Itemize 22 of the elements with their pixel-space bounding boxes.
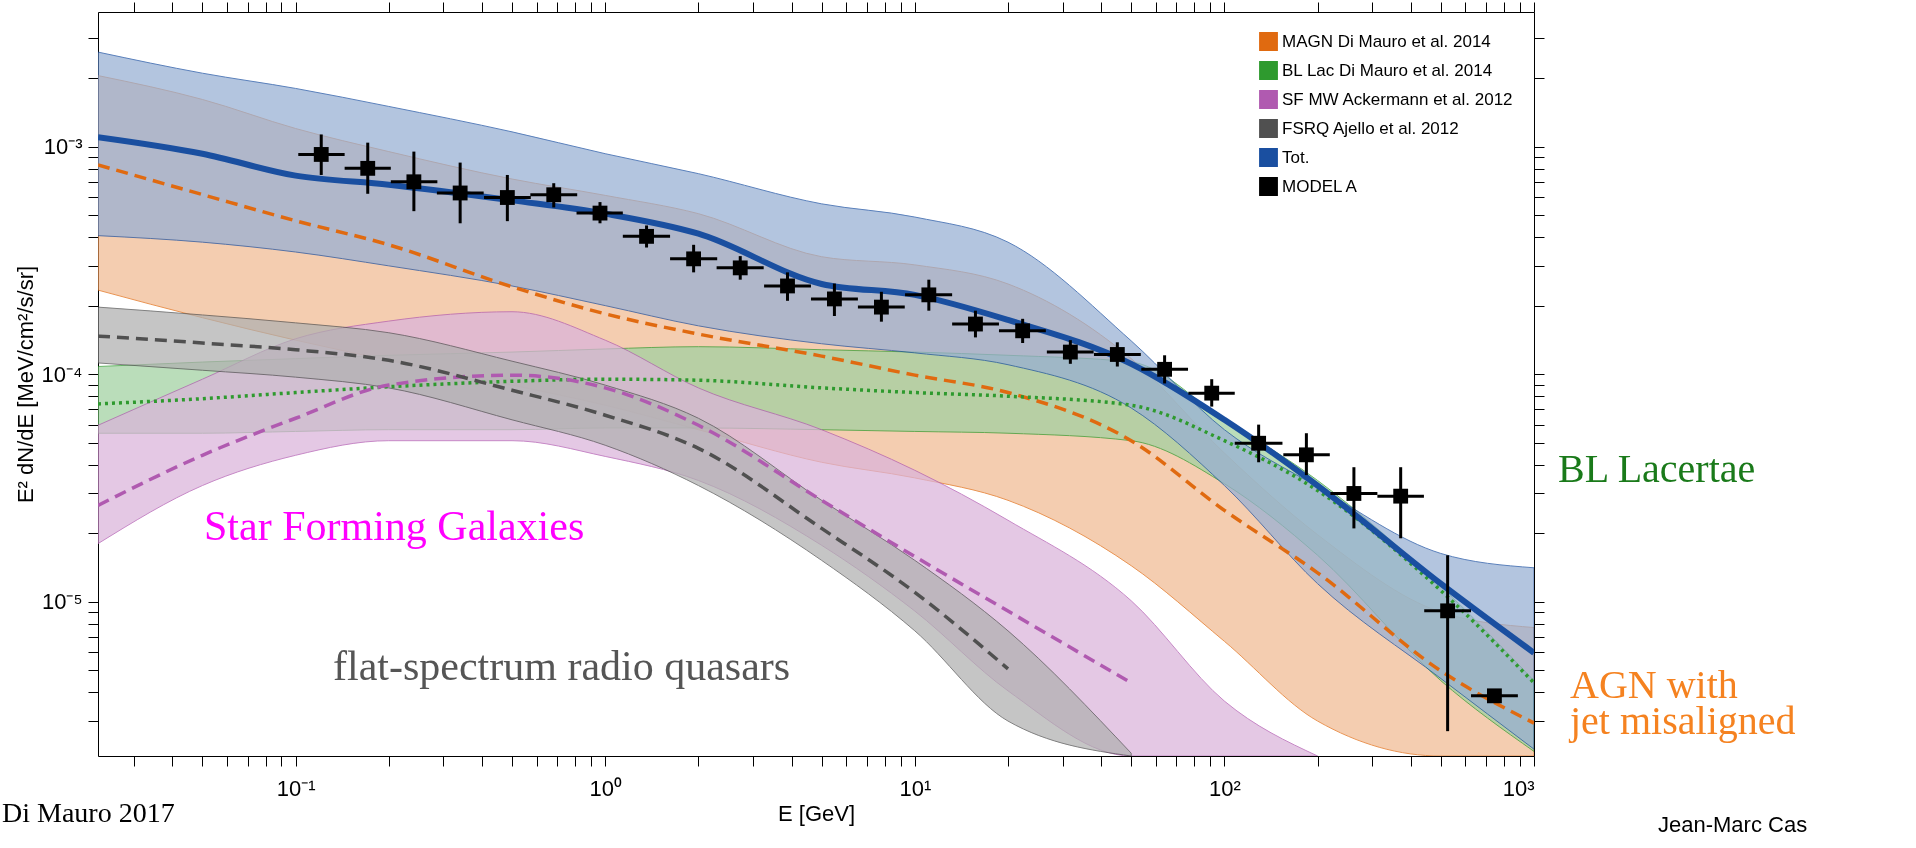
x-tick-label: 10³ — [1502, 775, 1535, 801]
x-tick-label: 10² — [1209, 775, 1241, 801]
text: AGN with jet misaligned — [1568, 662, 1796, 743]
legend-label: MODEL A — [1282, 176, 1358, 196]
x-tick-label: 10⁻¹ — [276, 775, 316, 801]
y-tick-label: 10⁻³ — [43, 134, 83, 160]
legend-label: BL Lac Di Mauro et al. 2014 — [1282, 60, 1493, 80]
x-axis-title: E [GeV] — [777, 800, 856, 826]
annotation: flat-spectrum radio quasars — [333, 643, 791, 689]
text: Jean-Marc Cas — [1658, 812, 1808, 837]
y-tick-label: 10⁻⁵ — [41, 589, 83, 615]
y-axis-title: E² dN/dE [MeV/cm²/s/sr] — [12, 265, 38, 504]
text: Di Mauro 2017 — [2, 797, 175, 828]
legend-label: FSRQ Ajello et al. 2012 — [1282, 118, 1459, 138]
annotation: Star Forming Galaxies — [204, 503, 585, 549]
legend-label: Tot. — [1282, 147, 1310, 167]
legend-label: MAGN Di Mauro et al. 2014 — [1282, 31, 1491, 51]
x-tick-label: 10⁰ — [589, 775, 622, 801]
y-tick-label: 10⁻⁴ — [41, 361, 83, 387]
x-tick-label: 10¹ — [899, 775, 932, 801]
text: BL Lacertae — [1558, 446, 1756, 491]
legend-label: SF MW Ackermann et al. 2012 — [1282, 89, 1513, 109]
